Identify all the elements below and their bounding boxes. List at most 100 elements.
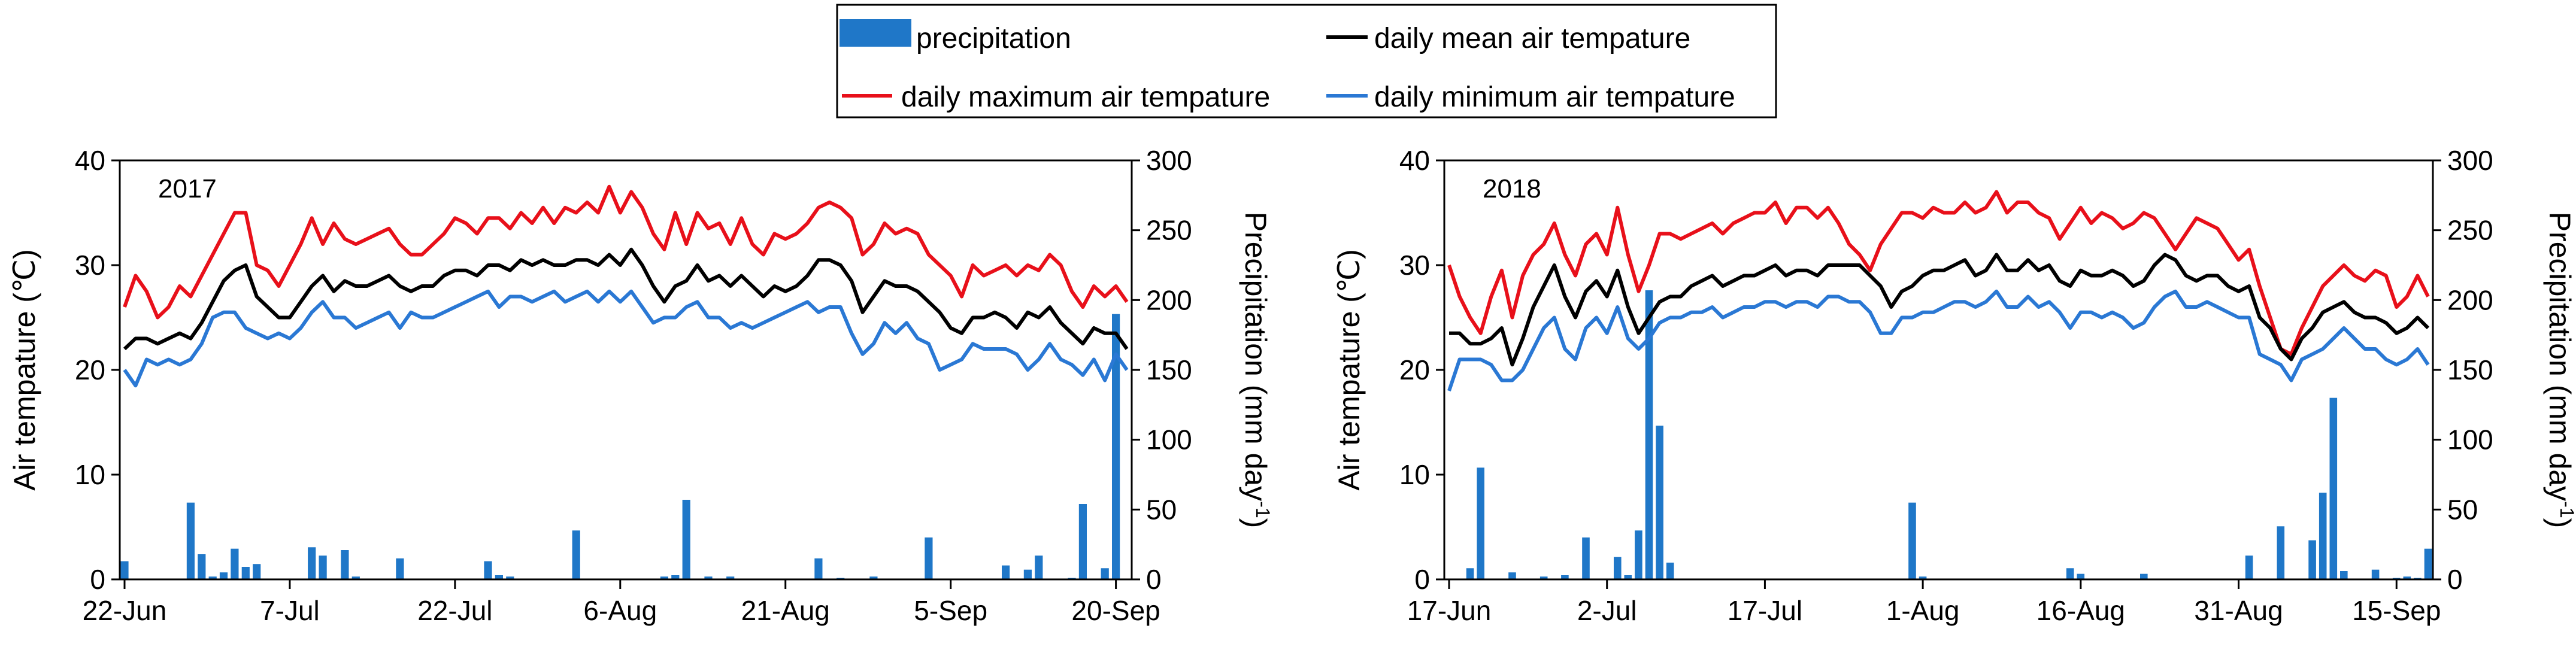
plot-frame-2017 (119, 159, 1133, 581)
right-tick-label-2017-200: 200 (1146, 284, 1192, 315)
x-tick-label-2018-17-Jun: 17-Jun (1407, 595, 1492, 626)
x-tick-label-2018-31-Aug: 31-Aug (2194, 595, 2283, 626)
left-tick-label-2017-30: 30 (75, 250, 105, 281)
precipitation-bar-2018-day-44 (1908, 502, 1916, 579)
x-tick-label-2018-1-Aug: 1-Aug (1886, 595, 1960, 626)
precipitation-bar-2017-day-49 (660, 576, 668, 579)
precipitation-bar-2018-day-6 (1508, 572, 1516, 579)
x-axis-2018: 17-Jun 2-Jul 17-Jul 1-Aug 16-Aug 31-Aug 15-Sep (1407, 579, 2441, 626)
right-axis-title-close-2017: ) (1239, 518, 1272, 529)
precipitation-bar-2018-day-59 (2066, 568, 2074, 579)
right-tick-label-2018-300: 300 (2447, 145, 2493, 176)
x-tick-label-2017-22-Jun: 22-Jun (83, 595, 167, 626)
precipitation-bar-2017-day-20 (341, 550, 349, 579)
x-tick-label-2017-6-Aug: 6-Aug (583, 595, 657, 626)
left-tick-label-2018-30: 30 (1399, 250, 1430, 281)
precipitation-bar-2017-day-73 (925, 537, 933, 579)
precipitation-bar-2018-day-16 (1614, 557, 1622, 579)
precipitation-bar-2017-day-83 (1035, 555, 1043, 579)
left-axis-2017: 0 10 20 30 40 (75, 145, 120, 595)
left-axis-2018: 0 10 20 30 40 (1399, 145, 1444, 595)
left-tick-label-2018-20: 20 (1399, 354, 1430, 385)
precipitation-bar-2018-day-19 (1645, 290, 1653, 579)
precipitation-bar-2017-day-18 (319, 555, 327, 579)
precipitation-bar-2017-day-41 (572, 530, 580, 579)
precipitation-bar-2018-day-3 (1477, 467, 1484, 579)
precipitation-bar-2017-day-11 (241, 567, 250, 579)
precipitation-bar-2018-day-20 (1656, 426, 1663, 579)
precipitation-bar-2018-day-45 (1919, 576, 1927, 579)
right-axis-title-main-2018: Precipitation (mm day (2543, 212, 2576, 502)
precipitation-bar-2017-day-25 (396, 558, 404, 579)
precipitation-bar-2017-day-21 (351, 576, 360, 579)
precipitation-bar-2018-day-11 (1561, 575, 1569, 579)
precipitation-bar-2017-day-87 (1078, 504, 1087, 579)
precipitation-bar-2017-day-89 (1101, 568, 1109, 579)
max-temp-line-2017 (123, 184, 1129, 320)
panel-label-2017: 2017 (158, 174, 217, 204)
right-tick-label-2017-50: 50 (1146, 494, 1177, 525)
right-tick-label-2018-250: 250 (2447, 215, 2493, 246)
chart-panel-2018: 0 10 20 30 40 0 50 100 150 200 250 300 17-Jun 2-Jul… (1332, 145, 2576, 626)
x-tick-label-2018-17-Jul: 17-Jul (1728, 595, 1802, 626)
precipitation-bar-2018-day-18 (1635, 530, 1642, 579)
x-tick-label-2017-7-Jul: 7-Jul (260, 595, 320, 626)
x-tick-label-2017-21-Aug: 21-Aug (741, 595, 830, 626)
left-axis-title-2017: Air tempature (℃) (8, 249, 41, 490)
right-axis-2018: 0 50 100 150 200 250 300 (2433, 145, 2493, 595)
precipitation-bar-2018-day-88 (2371, 569, 2380, 579)
precipitation-bar-2018-day-82 (2308, 540, 2316, 579)
precipitation-bar-2018-day-60 (2077, 573, 2085, 579)
precipitation-bar-2018-day-85 (2340, 571, 2348, 579)
right-axis-title-2017: Precipitation (mm day-1) (1239, 212, 1274, 529)
left-tick-label-2017-40: 40 (75, 145, 105, 176)
precipitation-bar-2018-day-2 (1466, 568, 1474, 579)
min-temp-line-2017 (123, 289, 1129, 388)
legend-label-max: daily maximum air tempature (901, 81, 1270, 113)
legend-label-precipitation: precipitation (916, 23, 1071, 54)
precipitation-bar-2018-day-93 (2424, 548, 2432, 579)
legend-box (836, 4, 1777, 119)
x-tick-label-2017-5-Sep: 5-Sep (914, 595, 987, 626)
precipitation-bars-2017 (120, 314, 1120, 579)
right-axis-2017: 0 50 100 150 200 250 300 (1132, 145, 1192, 595)
precipitation-bar-2017-day-80 (1002, 565, 1010, 579)
precipitation-bar-2017-day-90 (1112, 314, 1120, 579)
mean-temp-line-2018 (1449, 253, 2430, 367)
right-tick-label-2018-100: 100 (2447, 424, 2493, 455)
left-tick-label-2017-10: 10 (75, 459, 105, 490)
right-axis-title-main-2017: Precipitation (mm day (1239, 212, 1272, 502)
legend-label-min: daily minimum air tempature (1374, 81, 1735, 113)
left-tick-label-2018-0: 0 (1414, 564, 1430, 595)
precipitation-bar-2017-day-34 (495, 575, 503, 579)
x-tick-label-2017-22-Jul: 22-Jul (417, 595, 492, 626)
precipitation-bar-2017-day-53 (704, 576, 713, 579)
left-axis-title-2018: Air tempature (℃) (1332, 249, 1366, 490)
right-tick-label-2018-200: 200 (2447, 284, 2493, 315)
precipitation-bar-2018-day-91 (2403, 576, 2411, 579)
right-tick-label-2017-0: 0 (1146, 564, 1162, 595)
precipitation-bar-2017-day-68 (869, 576, 878, 579)
right-tick-label-2017-250: 250 (1146, 215, 1192, 246)
precipitation-bar-2018-day-76 (2245, 555, 2253, 579)
right-tick-label-2018-150: 150 (2447, 354, 2493, 385)
precipitation-bar-2017-day-51 (682, 500, 690, 579)
precipitation-bar-2018-day-13 (1582, 537, 1590, 579)
legend-swatch-precipitation (840, 19, 911, 47)
right-tick-label-2018-50: 50 (2447, 494, 2478, 525)
precipitation-bar-2017-day-55 (726, 576, 735, 579)
x-tick-label-2018-16-Aug: 16-Aug (2036, 595, 2125, 626)
legend-label-mean: daily mean air tempature (1374, 23, 1690, 54)
precipitation-bar-2018-day-79 (2277, 526, 2285, 579)
precipitation-bar-2018-day-84 (2329, 397, 2338, 579)
precipitation-bar-2017-day-0 (120, 561, 129, 579)
min-temp-line-2018 (1447, 289, 2430, 391)
chart-panel-2017: 0 10 20 30 40 0 50 100 150 200 250 300 22-Jun 7-Jul… (8, 145, 1274, 626)
precipitation-bar-2018-day-66 (2140, 573, 2148, 579)
x-tick-label-2017-20-Sep: 20-Sep (1071, 595, 1160, 626)
precipitation-bar-2017-day-12 (253, 564, 261, 579)
precipitation-bar-2018-day-21 (1666, 563, 1674, 579)
max-temp-line-2018 (1447, 190, 2430, 356)
x-tick-label-2018-15-Sep: 15-Sep (2352, 595, 2441, 626)
right-tick-label-2017-300: 300 (1146, 145, 1192, 176)
